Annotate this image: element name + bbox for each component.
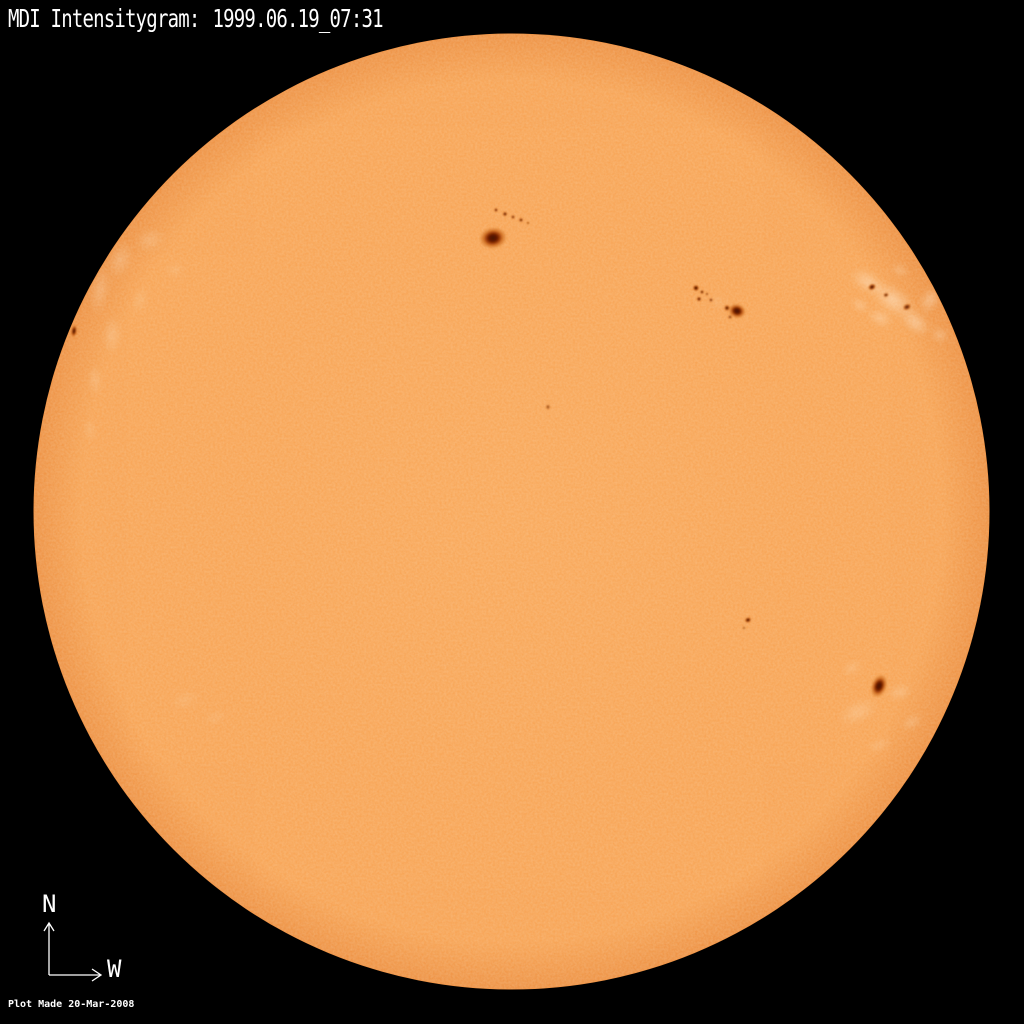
sunspot-layer <box>70 207 912 698</box>
instrument-label: MDI Intensitygram: <box>8 5 200 34</box>
compass-west-label: W <box>107 955 122 983</box>
plot-title: MDI Intensitygram: 1999.06.19_07:31 <box>8 5 384 34</box>
observation-timestamp: 1999.06.19_07:31 <box>212 5 384 34</box>
compass-north-label: N <box>42 890 57 918</box>
plot-made-caption: Plot Made 20-Mar-2008 <box>8 999 135 1010</box>
compass-arrows <box>43 921 103 982</box>
granulation-texture <box>34 34 989 989</box>
